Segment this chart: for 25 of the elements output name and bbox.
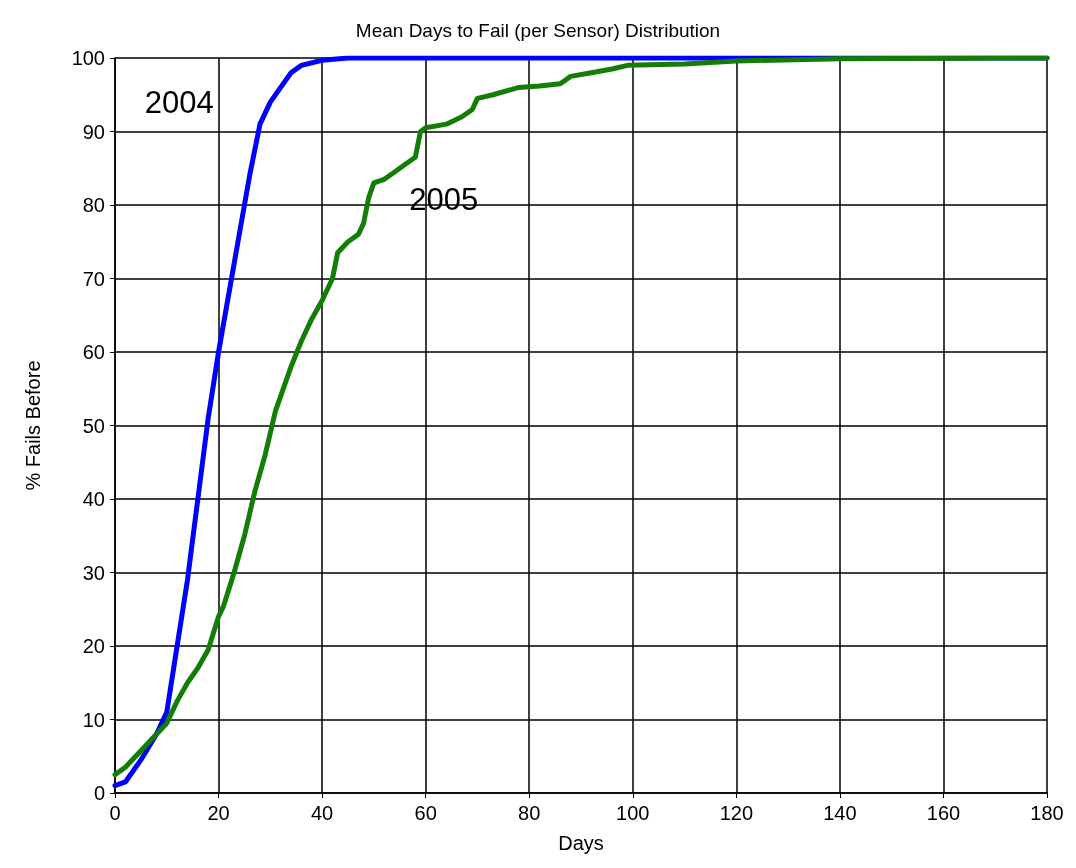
series-label: 2004 bbox=[144, 84, 214, 120]
y-tick-label: 10 bbox=[82, 708, 105, 731]
x-tick-label: 0 bbox=[109, 802, 121, 824]
y-tick-label: 70 bbox=[82, 267, 105, 290]
y-tick-label: 90 bbox=[82, 120, 105, 143]
y-axis-title: % Fails Before bbox=[22, 360, 44, 491]
y-tick-label: 40 bbox=[82, 488, 105, 510]
x-tick-label: 60 bbox=[414, 802, 437, 824]
y-tick-label: 50 bbox=[82, 414, 105, 437]
y-tick-label: 100 bbox=[71, 47, 105, 69]
x-tick-label: 160 bbox=[926, 802, 961, 824]
y-tick-label: 80 bbox=[82, 194, 105, 216]
chart-title: Mean Days to Fail (per Sensor) Distribution bbox=[355, 20, 721, 41]
y-tick-label: 20 bbox=[82, 635, 105, 657]
x-tick-label: 120 bbox=[719, 802, 754, 824]
x-tick-label: 80 bbox=[518, 802, 541, 824]
y-tick-label: 0 bbox=[93, 782, 105, 804]
x-tick-label: 20 bbox=[207, 802, 230, 824]
x-tick-label: 180 bbox=[1030, 802, 1064, 824]
x-tick-label: 140 bbox=[823, 802, 857, 824]
x-tick-label: 100 bbox=[616, 802, 650, 824]
x-axis-title: Days bbox=[558, 832, 604, 854]
y-tick-label: 30 bbox=[82, 561, 105, 584]
y-tick-label: 60 bbox=[82, 341, 105, 363]
x-tick-label: 40 bbox=[310, 802, 334, 824]
